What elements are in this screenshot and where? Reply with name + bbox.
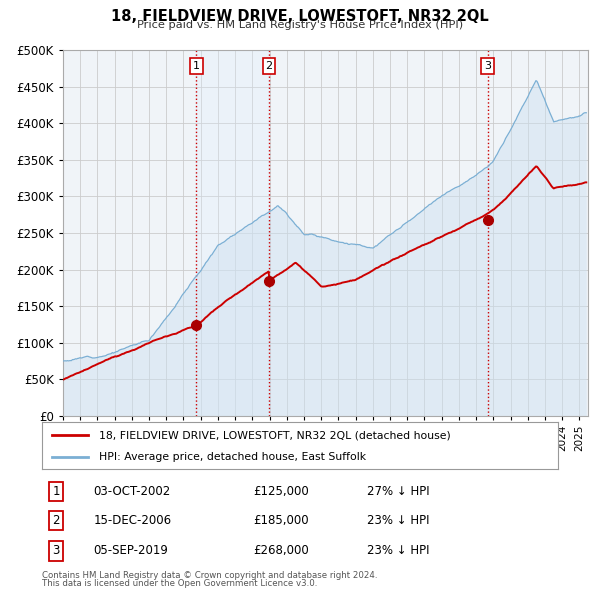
Text: 2: 2: [265, 61, 272, 71]
Text: £268,000: £268,000: [254, 545, 310, 558]
Text: 23% ↓ HPI: 23% ↓ HPI: [367, 545, 430, 558]
Text: 27% ↓ HPI: 27% ↓ HPI: [367, 485, 430, 498]
Text: 3: 3: [52, 545, 59, 558]
Bar: [196, 50, 269, 416]
Text: £185,000: £185,000: [254, 514, 309, 527]
Text: Contains HM Land Registry data © Crown copyright and database right 2024.: Contains HM Land Registry data © Crown c…: [42, 571, 377, 580]
Text: Price paid vs. HM Land Registry's House Price Index (HPI): Price paid vs. HM Land Registry's House …: [137, 20, 463, 30]
Text: This data is licensed under the Open Government Licence v3.0.: This data is licensed under the Open Gov…: [42, 579, 317, 588]
Text: HPI: Average price, detached house, East Suffolk: HPI: Average price, detached house, East…: [99, 453, 366, 462]
Text: 03-OCT-2002: 03-OCT-2002: [94, 485, 171, 498]
Text: 2: 2: [52, 514, 59, 527]
Text: 05-SEP-2019: 05-SEP-2019: [94, 545, 169, 558]
Text: 3: 3: [484, 61, 491, 71]
Text: 1: 1: [52, 485, 59, 498]
Text: £125,000: £125,000: [254, 485, 310, 498]
Text: 23% ↓ HPI: 23% ↓ HPI: [367, 514, 430, 527]
Text: 15-DEC-2006: 15-DEC-2006: [94, 514, 172, 527]
Text: 18, FIELDVIEW DRIVE, LOWESTOFT, NR32 2QL (detached house): 18, FIELDVIEW DRIVE, LOWESTOFT, NR32 2QL…: [99, 430, 451, 440]
Text: 18, FIELDVIEW DRIVE, LOWESTOFT, NR32 2QL: 18, FIELDVIEW DRIVE, LOWESTOFT, NR32 2QL: [111, 9, 489, 24]
Text: 1: 1: [193, 61, 200, 71]
